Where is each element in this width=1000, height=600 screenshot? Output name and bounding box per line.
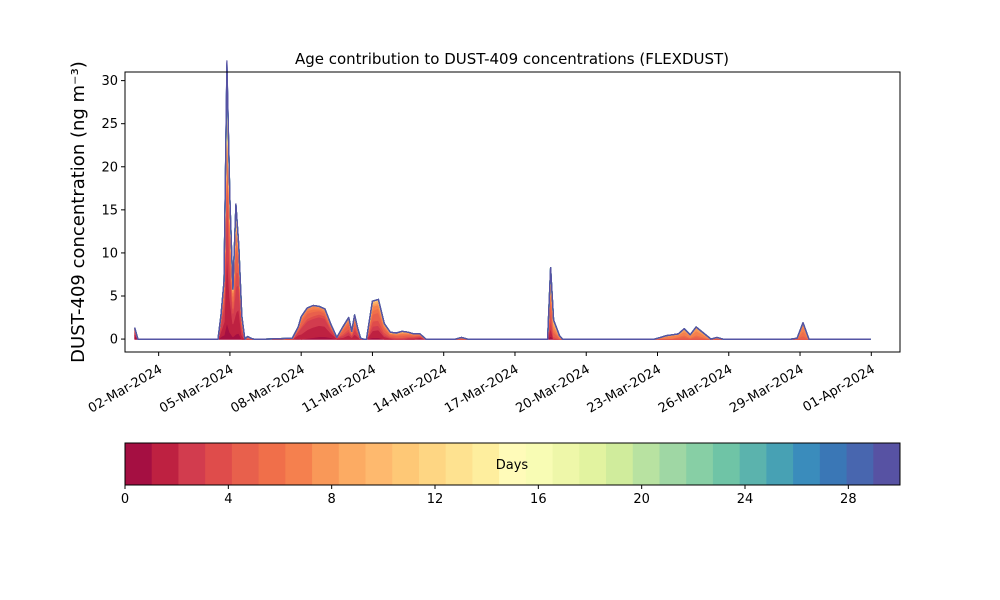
age-band-19-area [134, 69, 871, 340]
colorbar-cell [418, 443, 447, 485]
age-band-12-area [134, 81, 871, 340]
colorbar-cell [552, 443, 580, 485]
age-band-1-area [134, 248, 871, 340]
y-tick-label: 5 [110, 290, 118, 305]
age-band-26-area [134, 63, 871, 340]
colorbar-cell [793, 443, 821, 485]
x-tick-label: 08-Mar-2024 [228, 362, 307, 416]
x-tick-label: 23-Mar-2024 [585, 362, 664, 416]
colorbar-cell [525, 443, 554, 485]
colorbar-tick-label: 24 [737, 492, 754, 507]
colorbar: Days 0 4 8 12 16 20 24 28 [121, 442, 901, 507]
age-band-13-area [134, 79, 871, 340]
x-tick-label: 20-Mar-2024 [514, 362, 593, 416]
x-tick-label: 29-Mar-2024 [727, 362, 806, 416]
age-band-11-area [134, 84, 871, 340]
y-axis-label: DUST-409 concentration (ng m⁻³) [68, 61, 89, 363]
colorbar-cell [365, 443, 393, 485]
age-band-10-area [134, 88, 871, 340]
colorbar-cell [151, 443, 179, 485]
colorbar-cell [846, 443, 874, 485]
age-band-25-area [134, 64, 871, 340]
y-tick-label: 15 [101, 203, 118, 218]
y-tick-label: 30 [101, 74, 118, 89]
colorbar-tick-label: 4 [224, 492, 232, 507]
y-tick-label: 20 [101, 160, 118, 175]
age-band-22-area [134, 67, 871, 340]
age-band-5-area [134, 131, 871, 340]
age-band-4-area [134, 144, 871, 340]
age-band-28-area [134, 61, 871, 340]
colorbar-cell [873, 443, 901, 485]
age-band-17-area [134, 71, 871, 340]
colorbar-cell [579, 443, 607, 485]
colorbar-cell [338, 443, 367, 485]
age-band-18-area [134, 70, 871, 340]
x-tick-label: 14-Mar-2024 [371, 362, 450, 416]
age-band-3-area [134, 170, 871, 340]
age-band-24-area [134, 65, 871, 340]
x-tick-label: 05-Mar-2024 [157, 362, 236, 416]
y-tick-label: 0 [110, 333, 118, 348]
colorbar-tick-label: 8 [328, 492, 336, 507]
colorbar-cell [231, 443, 260, 485]
y-axis: 0 5 10 15 20 25 30 [101, 74, 125, 348]
colorbar-cell [472, 443, 500, 485]
age-band-27-area [134, 62, 871, 340]
plot-frame [124, 71, 901, 353]
colorbar-tick-label: 20 [633, 492, 650, 507]
age-band-29-area [134, 60, 871, 340]
colorbar-tick-label: 28 [840, 492, 857, 507]
colorbar-cell [312, 443, 340, 485]
colorbar-cell [125, 443, 153, 485]
x-tick-label: 02-Mar-2024 [86, 362, 165, 416]
colorbar-cell [258, 443, 286, 485]
y-tick-label: 10 [101, 246, 118, 261]
age-band-8-area [134, 99, 871, 340]
stacked-areas [134, 60, 871, 340]
colorbar-cell [766, 443, 794, 485]
age-band-6-area [134, 114, 871, 340]
age-band-16-area [134, 73, 871, 340]
colorbar-label: Days [496, 458, 529, 473]
plot-area [124, 60, 901, 353]
y-tick-label: 25 [101, 117, 118, 132]
age-band-9-area [134, 92, 871, 340]
age-band-7-area [134, 105, 871, 340]
colorbar-cell [606, 443, 634, 485]
colorbar-cell [178, 443, 206, 485]
age-band-14-area [134, 76, 871, 340]
age-band-2-area [134, 192, 871, 340]
age-band-21-area [134, 68, 871, 340]
colorbar-cell [659, 443, 687, 485]
colorbar-cell [819, 443, 848, 485]
colorbar-cell [632, 443, 660, 485]
colorbar-cell [499, 443, 527, 485]
colorbar-cell [686, 443, 714, 485]
colorbar-cell [445, 443, 473, 485]
colorbar-cell [285, 443, 313, 485]
colorbar-tick-label: 16 [530, 492, 547, 507]
colorbar-cell [739, 443, 767, 485]
chart-title: Age contribution to DUST-409 concentrati… [295, 50, 729, 68]
age-band-15-area [134, 74, 871, 340]
x-tick-label: 17-Mar-2024 [442, 362, 521, 416]
age-band-23-area [134, 66, 871, 340]
colorbar-frame [124, 442, 901, 486]
colorbar-cell [712, 443, 741, 485]
age-band-20-area [134, 68, 871, 340]
colorbar-tick-label: 0 [121, 492, 129, 507]
colorbar-cell [392, 443, 420, 485]
colorbar-cell [205, 443, 233, 485]
x-tick-label: 01-Apr-2024 [801, 362, 878, 415]
colorbar-tick-label: 12 [427, 492, 444, 507]
age-band-0-area [134, 321, 871, 340]
x-tick-label: 26-Mar-2024 [656, 362, 735, 416]
x-axis: 02-Mar-202405-Mar-202408-Mar-202411-Mar-… [86, 352, 878, 416]
x-tick-label: 11-Mar-2024 [300, 362, 379, 416]
